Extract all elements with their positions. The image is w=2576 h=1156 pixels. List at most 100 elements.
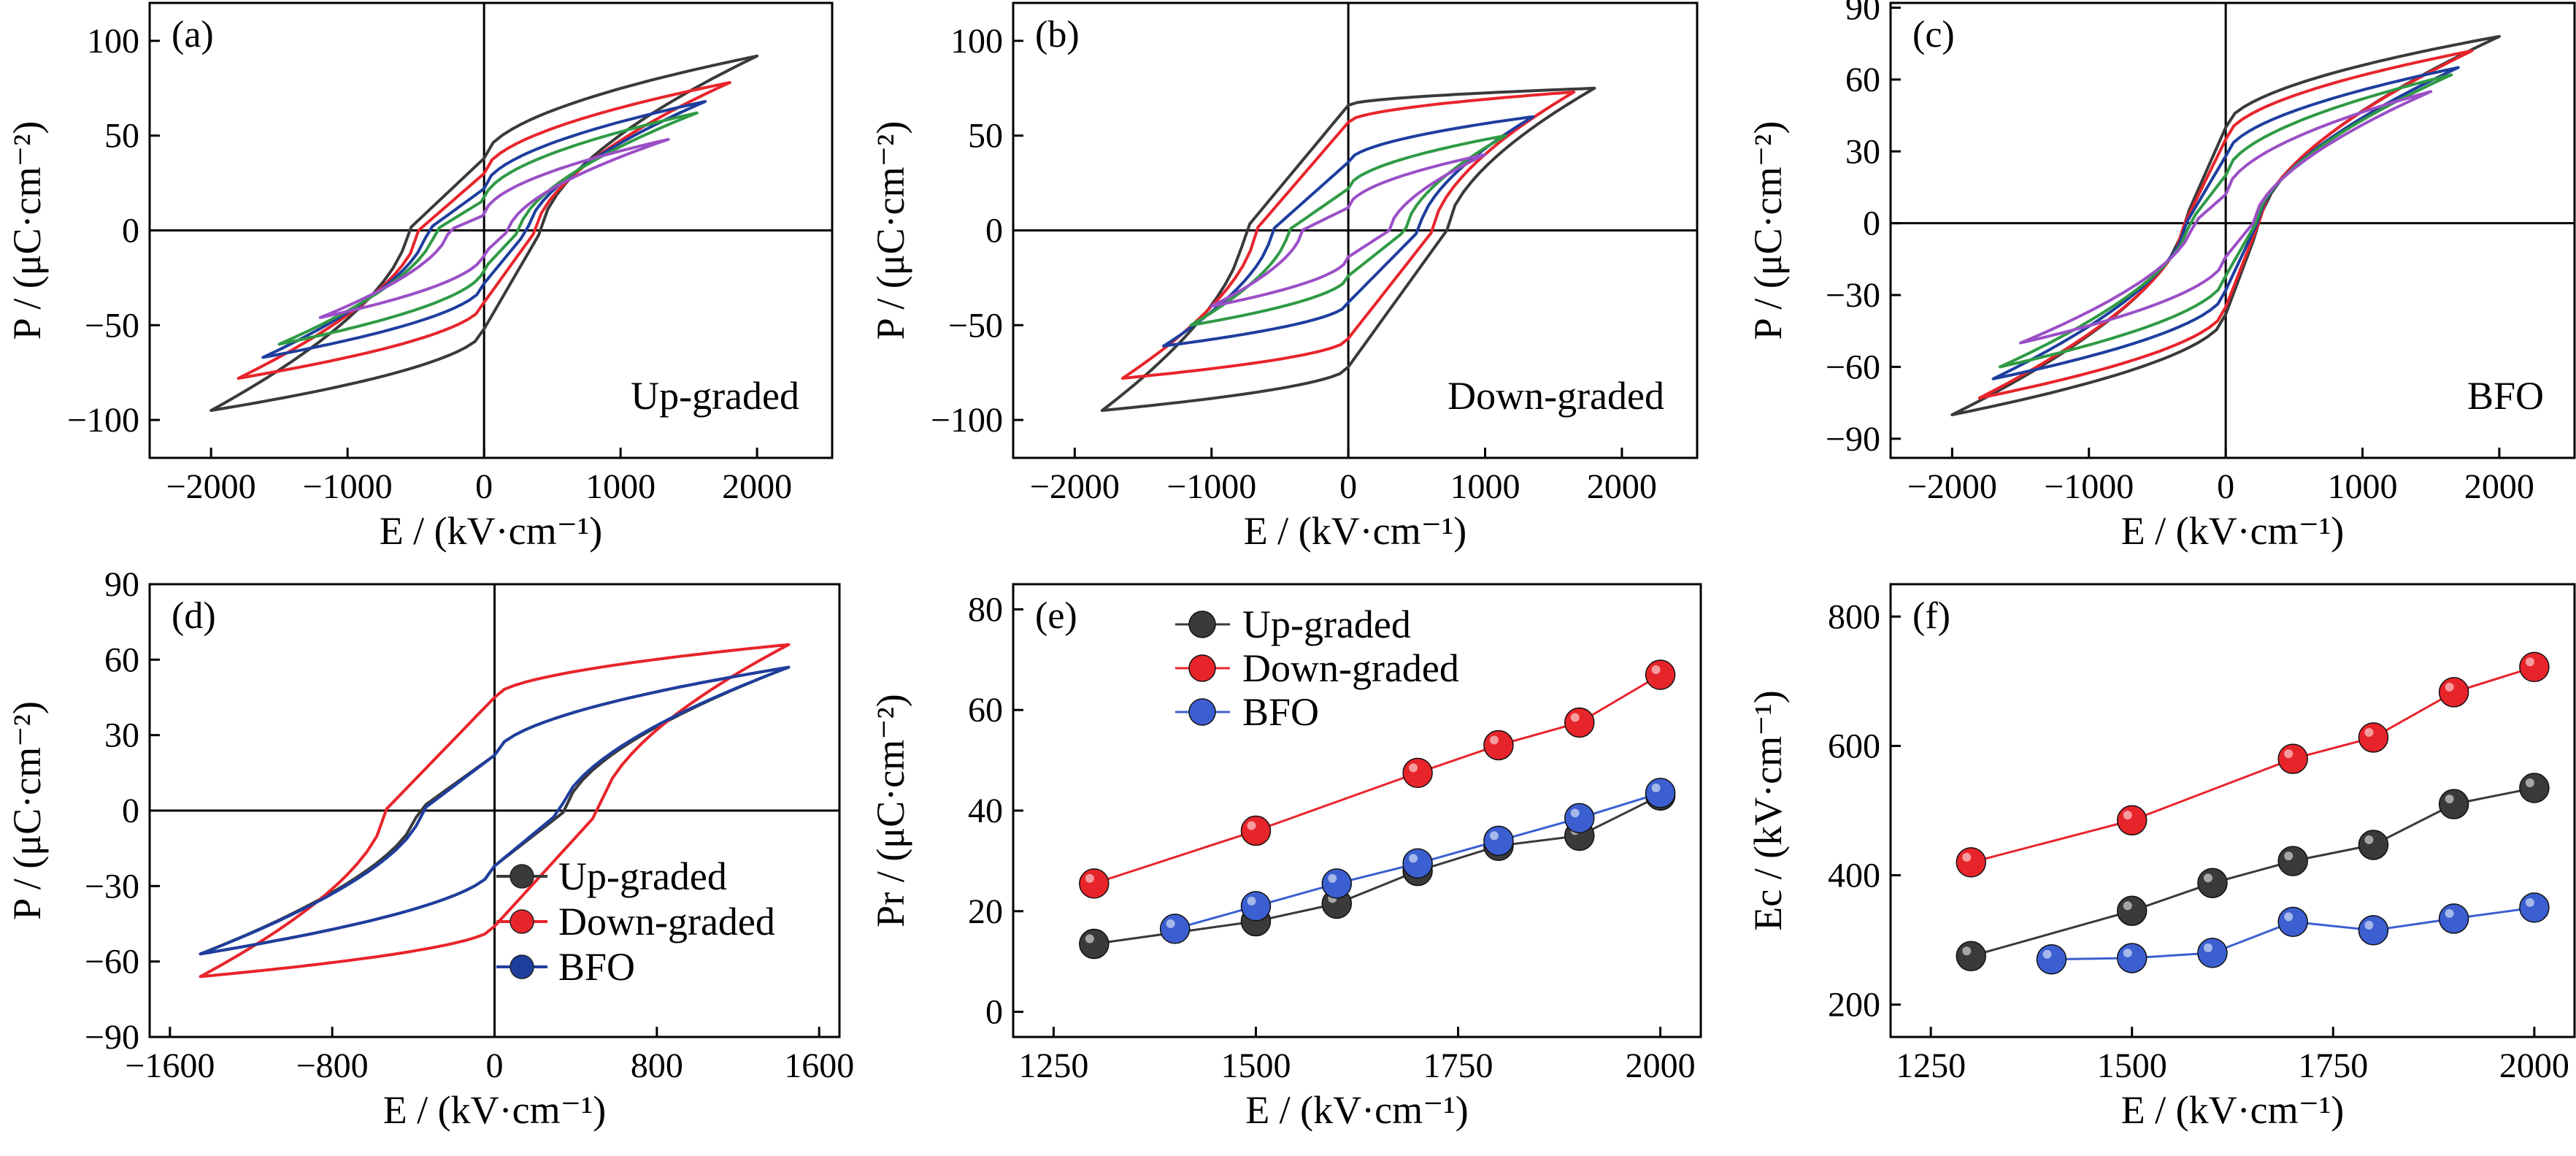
data-point-highlight [2445,908,2454,918]
data-point-highlight [1570,713,1580,722]
hysteresis-loop-5 [2019,90,2433,345]
y-tick-label: 60 [1845,61,1880,99]
y-axis-label: P / (μC·cm⁻²) [5,121,49,340]
x-tick-label: −1600 [125,1046,215,1085]
data-point [1240,815,1272,846]
legend-marker [510,909,534,934]
data-point [2197,938,2228,968]
y-tick-label: 40 [968,792,1003,830]
data-point [1564,803,1595,834]
data-point [2358,830,2389,860]
data-point [1483,825,1514,857]
plot-frame [1889,1,2576,459]
x-tick-label: 1750 [2298,1046,2368,1085]
x-tick-label: −1000 [303,467,393,506]
y-tick-label: −90 [1826,420,1880,459]
x-tick-label: −2000 [1030,467,1120,506]
data-point-highlight [1166,919,1175,928]
hysteresis-loop-5 [1210,153,1487,308]
x-axis-label: E / (kV·cm⁻¹) [2121,509,2345,553]
data-point-highlight [2525,778,2534,787]
y-tick-label: 100 [87,22,139,61]
x-tick-label: 0 [2217,467,2234,506]
y-tick-label: 800 [1828,597,1880,636]
data-point [2438,903,2469,934]
y-tick-label: 30 [104,716,139,755]
data-point [1956,941,1986,972]
data-point-highlight [2445,682,2454,692]
data-point-highlight [2123,901,2132,911]
data-point-highlight [1962,946,1972,956]
y-tick-label: 30 [1845,132,1880,171]
x-tick-label: 0 [486,1046,504,1085]
data-point [1159,914,1191,944]
hysteresis-loop-4 [1189,134,1507,327]
data-point [1645,659,1676,690]
x-tick-label: −1000 [1166,467,1256,506]
x-tick-label: 1250 [1018,1046,1088,1085]
data-point-highlight [2203,943,2212,952]
x-tick-label: 0 [475,467,493,506]
y-tick-label: 0 [1863,204,1880,243]
data-point-highlight [1328,873,1337,883]
data-point [2358,915,2389,946]
x-tick-label: 2000 [1587,467,1657,506]
data-point-highlight [2364,835,2374,844]
y-tick-label: −30 [85,867,139,906]
y-tick-label: 100 [950,22,1003,61]
x-tick-label: −1000 [2044,467,2134,506]
hysteresis-loop-5 [318,137,670,319]
hysteresis-loop-1 [1100,86,1596,413]
data-point-highlight [1085,934,1094,943]
data-point [1079,928,1110,960]
y-tick-label: 60 [104,640,139,679]
data-point-highlight [1489,831,1499,841]
legend-marker [1188,610,1216,638]
data-point [2197,868,2228,898]
y-tick-label: −50 [85,306,139,345]
legend-marker [510,864,534,889]
legend-marker [1188,654,1216,682]
y-tick-label: 60 [968,691,1003,730]
data-point-highlight [1247,821,1256,830]
x-tick-label: 0 [1339,467,1357,506]
hysteresis-loop-3 [1162,115,1535,348]
y-tick-label: −100 [67,401,139,440]
y-axis-label: P / (μC·cm⁻²) [5,701,49,920]
x-axis-label: E / (kV·cm⁻¹) [2121,1088,2345,1132]
hysteresis-loop-2 [1120,91,1576,380]
data-point [2116,805,2148,836]
data-point-highlight [2042,949,2052,959]
y-axis-label: Pr / (μC·cm⁻²) [869,694,912,927]
x-axis-label: E / (kV·cm⁻¹) [380,509,603,553]
panel-label: (b) [1035,14,1080,55]
data-point-highlight [2445,795,2454,804]
data-point-highlight [1962,852,1972,862]
data-point-highlight [1409,763,1418,773]
panel-label: (e) [1035,595,1077,637]
data-point [1079,868,1110,899]
legend-marker [1188,698,1216,726]
hysteresis-loop-3 [199,665,791,956]
data-point-highlight [2123,811,2132,820]
panel-label: (a) [172,14,214,55]
y-axis-label: Ec / (kV·cm⁻¹) [1746,690,1790,931]
chart-panel-a: −2000 −1000 0 1000 2000 −100 −50 0 50 100 E / (kV·… [5,1,834,553]
panel-label: (c) [1912,14,1955,55]
data-point-highlight [2364,727,2374,737]
data-point-highlight [2525,897,2534,907]
data-point-highlight [2284,912,2294,922]
legend-label: Up-graded [558,854,727,898]
data-point-highlight [1651,665,1661,674]
data-point [2277,906,2308,938]
y-tick-label: −90 [85,1018,139,1057]
y-tick-label: 200 [1828,986,1880,1025]
panel-label: (d) [172,595,216,637]
data-point [1956,847,1986,878]
hysteresis-loop-2 [199,643,791,979]
data-point [2519,892,2550,923]
x-tick-label: 2000 [2499,1046,2569,1085]
y-tick-label: 50 [968,117,1003,156]
data-point-highlight [2284,749,2294,759]
data-point [2438,789,2469,819]
